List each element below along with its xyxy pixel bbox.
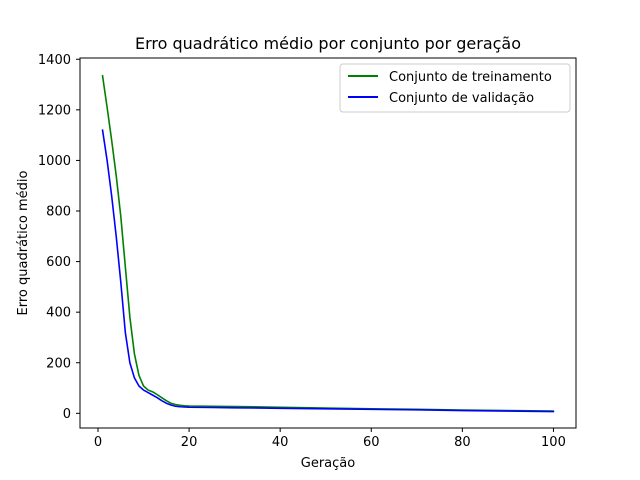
validation-series-line xyxy=(101,129,555,413)
legend: Conjunto de treinamento Conjunto de vali… xyxy=(339,63,571,113)
y-tick-label: 1000 xyxy=(38,154,71,169)
x-tick-label: 20 xyxy=(181,435,198,450)
y-tick-label: 600 xyxy=(46,255,71,270)
y-tick-label: 1400 xyxy=(38,53,71,68)
x-tick-label: 60 xyxy=(363,435,380,450)
legend-box xyxy=(339,63,571,113)
legend-label-training: Conjunto de treinamento xyxy=(389,70,552,85)
x-axis-label: Geração xyxy=(301,456,355,471)
y-tick-label: 800 xyxy=(46,205,71,220)
legend-label-validation: Conjunto de validação xyxy=(389,91,534,106)
y-tick-label: 1200 xyxy=(38,103,71,118)
x-tick-label: 100 xyxy=(541,435,566,450)
x-tick-label: 40 xyxy=(272,435,289,450)
y-tick-label: 200 xyxy=(46,356,71,371)
x-tick-label: 80 xyxy=(454,435,471,450)
y-tick-label: 400 xyxy=(46,306,71,321)
chart-title: Erro quadrático médio por conjunto por g… xyxy=(135,34,521,53)
plot-frame xyxy=(79,57,577,429)
y-tick-label: 0 xyxy=(63,407,71,422)
x-tick-label: 0 xyxy=(94,435,102,450)
series-lines xyxy=(101,74,555,413)
y-axis-label: Erro quadrático médio xyxy=(16,170,31,315)
